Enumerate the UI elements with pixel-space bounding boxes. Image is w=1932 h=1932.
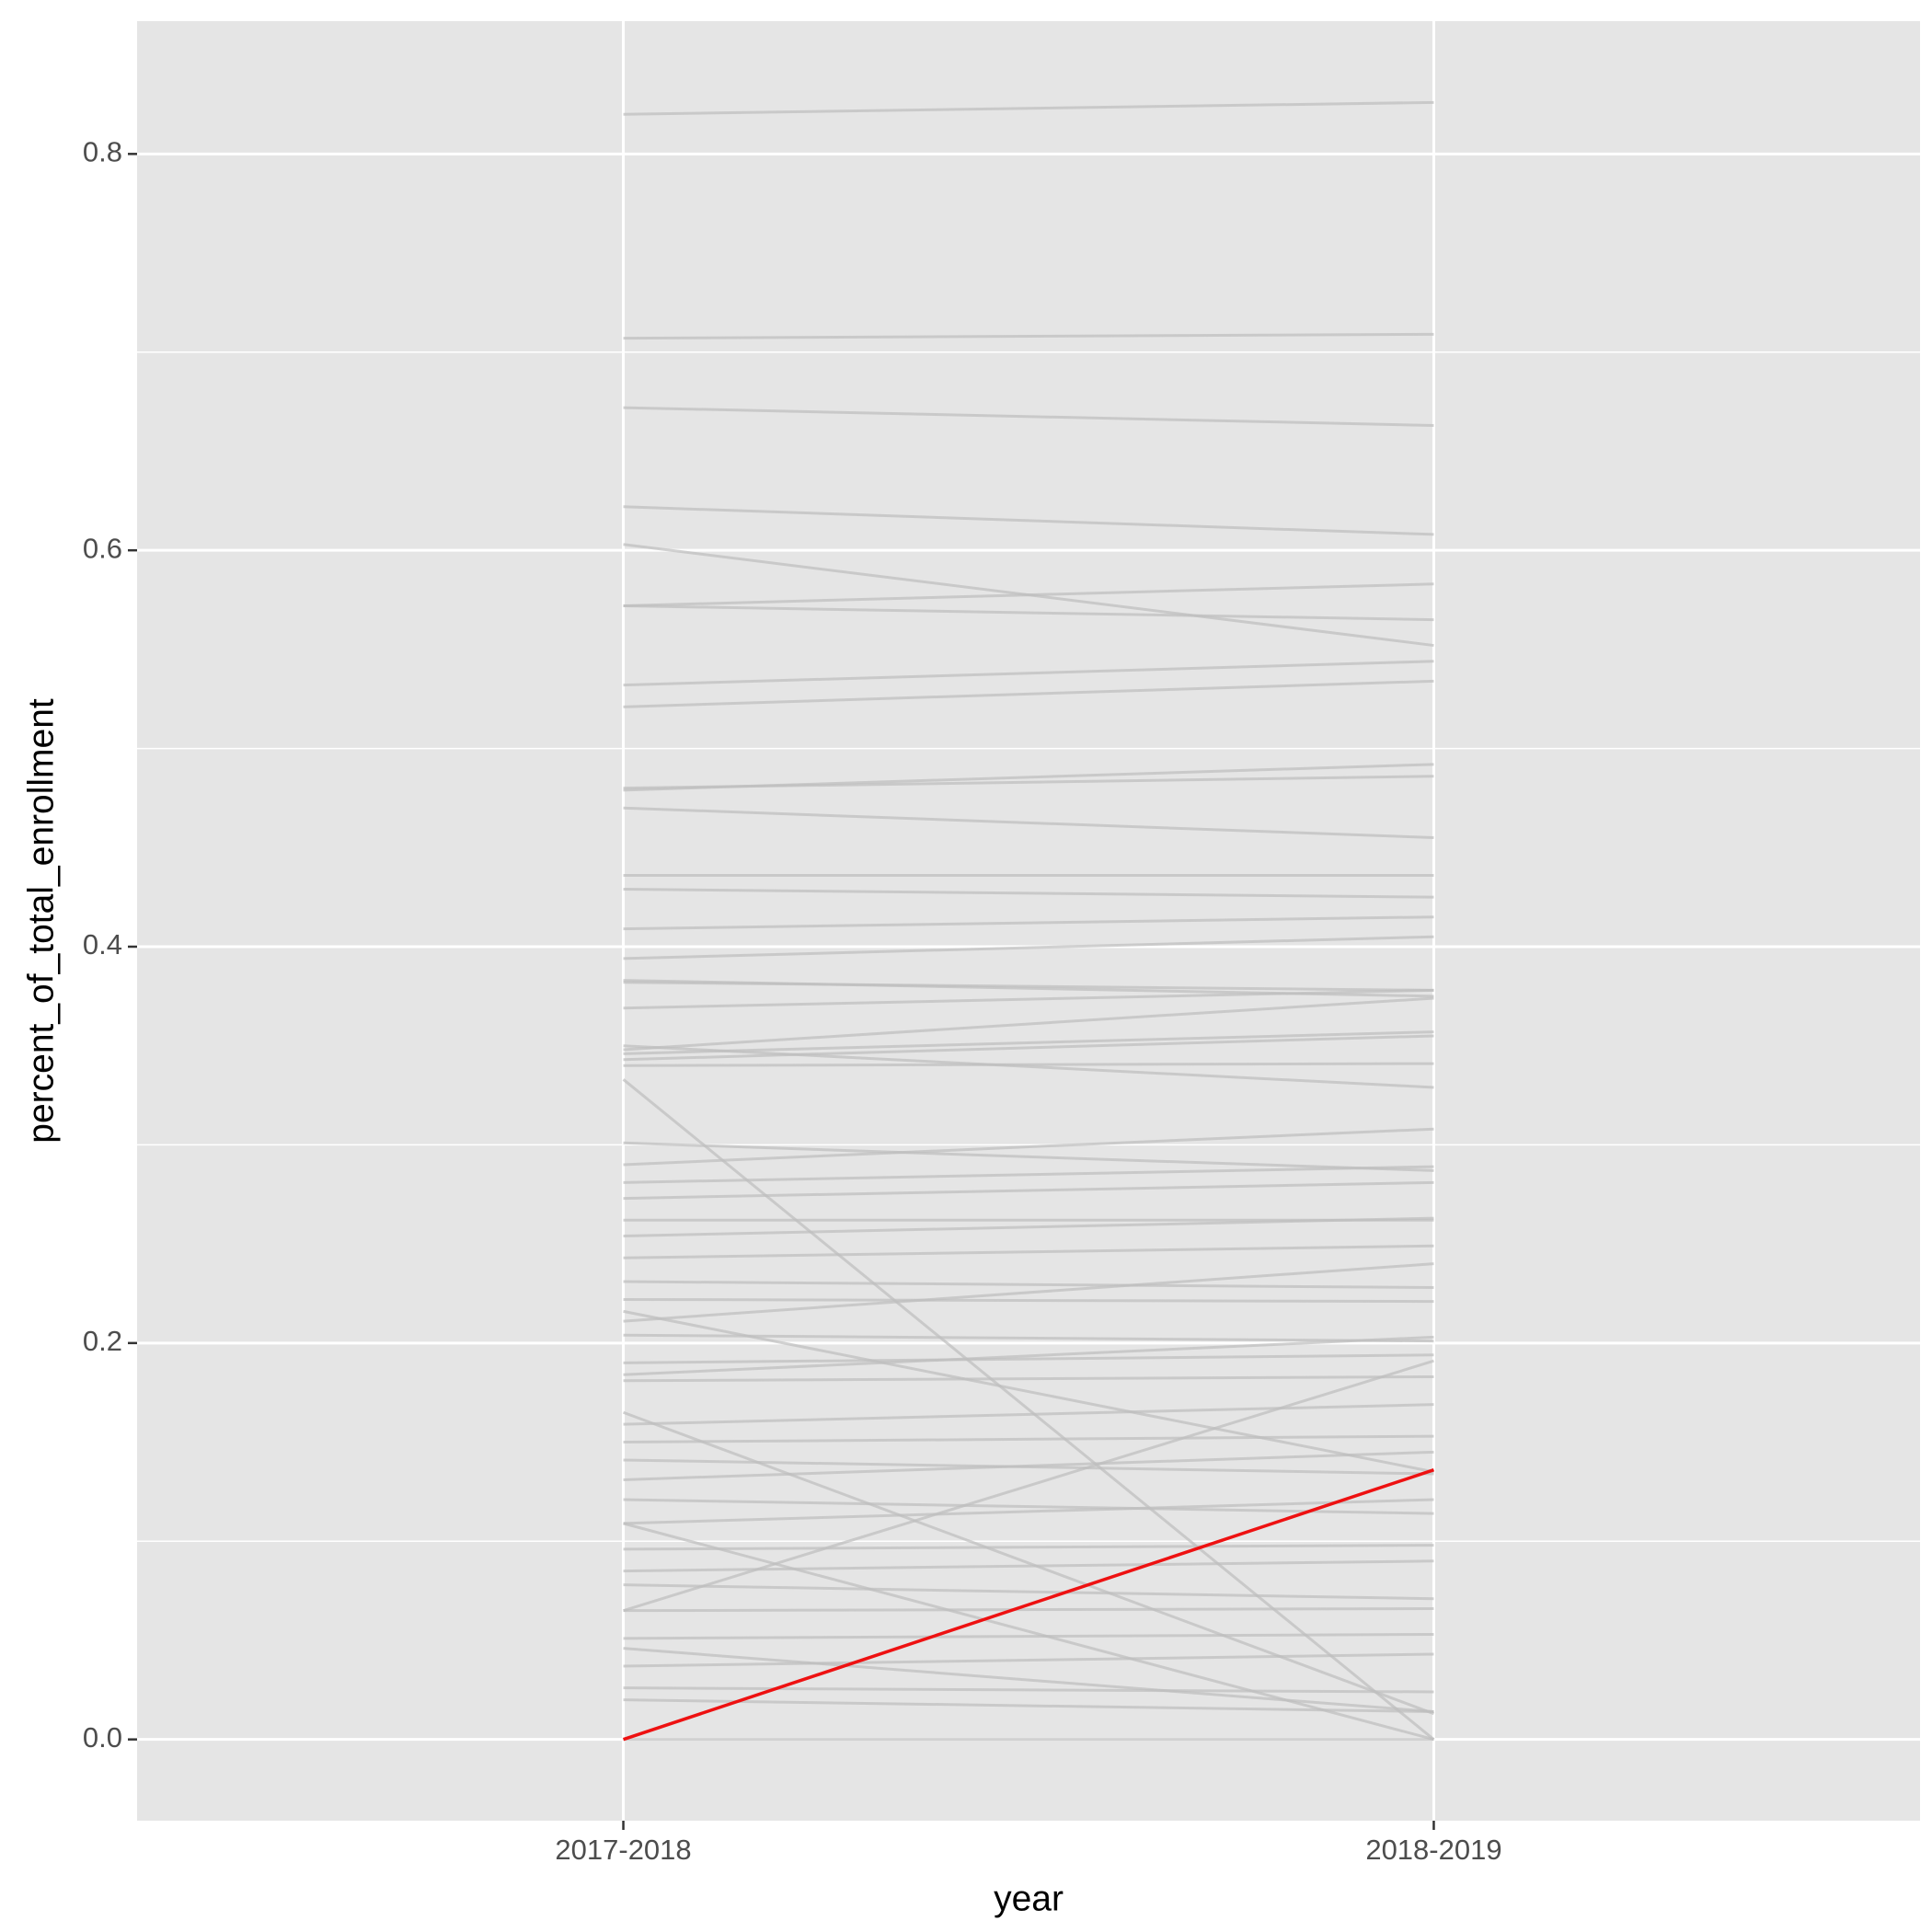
line	[623, 1309, 1434, 1474]
line	[623, 988, 1434, 1010]
line	[623, 1686, 1434, 1694]
line	[623, 1450, 1434, 1481]
line	[623, 1522, 1434, 1742]
line	[623, 915, 1434, 931]
line	[623, 1607, 1434, 1613]
line	[623, 1633, 1434, 1640]
line	[623, 505, 1434, 536]
line	[623, 679, 1434, 708]
line	[623, 1297, 1434, 1304]
line	[623, 1498, 1434, 1525]
line	[623, 1374, 1434, 1383]
y-tick-label: 0.8	[83, 136, 122, 168]
line	[623, 1359, 1434, 1613]
x-tick-label: 2017-2018	[555, 1834, 691, 1866]
line	[623, 1216, 1434, 1238]
line	[623, 1180, 1434, 1201]
highlight-line	[622, 1468, 1435, 1742]
line	[623, 1434, 1434, 1444]
line	[623, 1044, 1434, 1089]
line	[623, 935, 1434, 960]
y-axis-title: percent_of_total_enrollment	[21, 698, 61, 1144]
line	[623, 1262, 1434, 1323]
line	[623, 1333, 1434, 1343]
line	[623, 1244, 1434, 1259]
line	[623, 1280, 1434, 1290]
panel-background	[137, 21, 1920, 1821]
line	[623, 806, 1434, 840]
line	[623, 1353, 1434, 1364]
line	[623, 888, 1434, 899]
line	[623, 1698, 1434, 1714]
line	[623, 1403, 1434, 1426]
lines	[622, 100, 1435, 1742]
line	[622, 1078, 1435, 1741]
line	[623, 1335, 1434, 1376]
y-tick-label: 0.0	[83, 1721, 122, 1754]
line	[623, 1141, 1434, 1172]
line	[623, 1652, 1434, 1668]
y-tick-label: 0.6	[83, 532, 122, 564]
line	[623, 1544, 1434, 1551]
line	[623, 1034, 1434, 1062]
line	[623, 1062, 1434, 1067]
line	[623, 1030, 1434, 1055]
line	[623, 1583, 1434, 1601]
line	[623, 981, 1434, 992]
line	[623, 1647, 1434, 1714]
line	[623, 332, 1434, 340]
x-axis-title: year	[994, 1879, 1064, 1918]
line	[623, 1165, 1434, 1184]
line	[623, 604, 1434, 622]
line	[623, 1498, 1434, 1515]
line	[623, 406, 1434, 427]
line	[623, 582, 1434, 607]
axes: 0.0 0.2 0.4 0.6 0.8 2017-2018 2018-2019	[83, 136, 1502, 1867]
line	[623, 660, 1434, 687]
y-tick-label: 0.2	[83, 1325, 122, 1357]
line	[623, 100, 1434, 116]
x-tick-label: 2018-2019	[1365, 1834, 1501, 1866]
y-tick-label: 0.4	[83, 928, 122, 960]
line	[623, 1127, 1434, 1167]
line	[623, 775, 1434, 790]
line	[623, 996, 1434, 1052]
